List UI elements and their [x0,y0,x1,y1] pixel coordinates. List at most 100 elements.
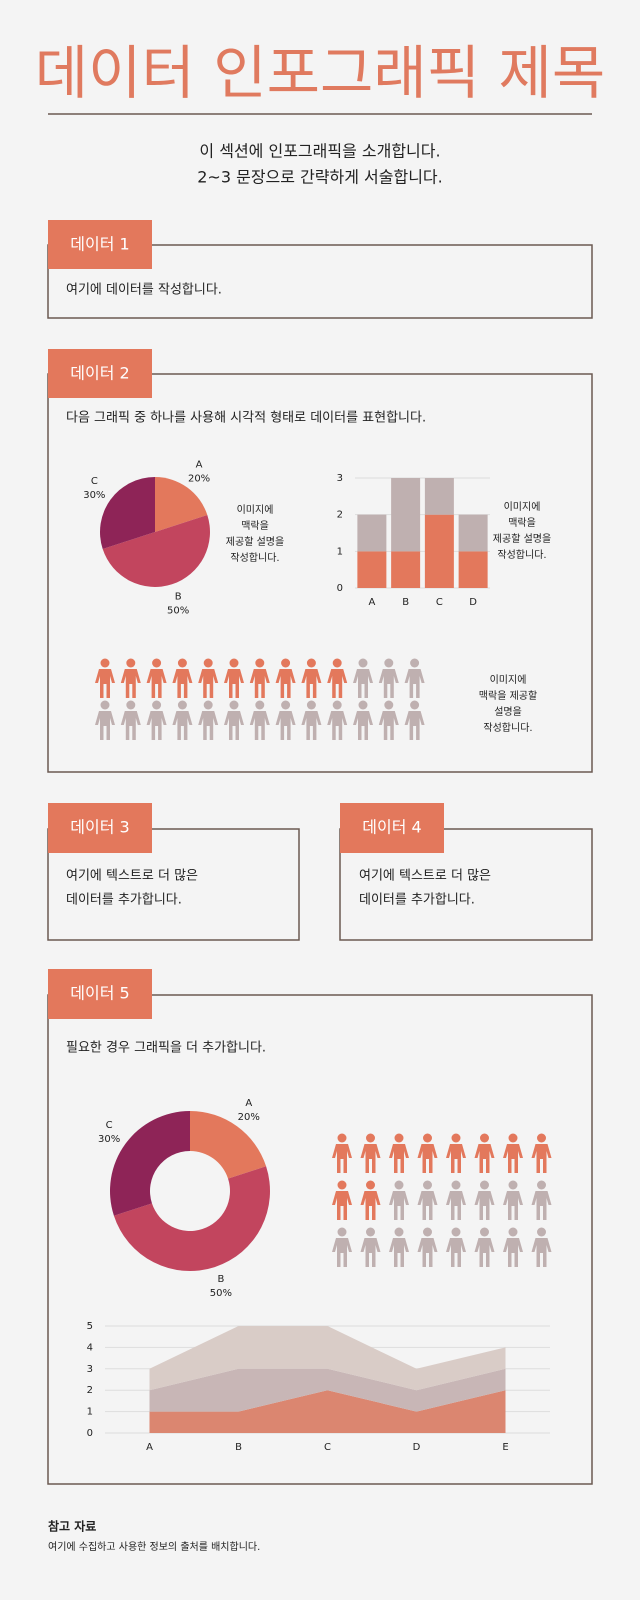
person-body [446,1191,466,1220]
person-body [95,669,115,698]
x-tick-label: B [402,597,409,608]
section-box [47,373,593,773]
person-head [306,700,316,710]
person-head [306,658,316,668]
y-tick-label: 3 [87,1364,93,1375]
person-body [474,1238,495,1267]
person-body [120,669,141,698]
person-head [358,700,368,710]
person-head [394,1227,404,1237]
person-body [353,711,373,740]
person-body [503,1238,523,1267]
person-head [384,658,394,668]
section-label: 데이터 4 [362,818,421,837]
person-head [203,658,213,668]
section-text: 여기에 텍스트로 더 많은 [359,869,491,884]
section-tab [340,803,444,853]
person-head [332,658,342,668]
bar [458,514,488,552]
section-label: 데이터 2 [70,364,129,383]
section-tab [48,220,152,269]
x-tick-label: C [436,597,443,608]
caption: 이미지에 [490,674,527,686]
person-body [353,669,373,698]
person-head [337,1133,347,1143]
caption: 제공할 설명을 [226,536,284,548]
person-body [332,1238,352,1267]
person-body [474,1191,495,1220]
person-head [366,1227,375,1237]
person-body [146,669,167,698]
caption: 제공할 설명을 [493,533,551,545]
bar [391,551,421,588]
slice [102,515,210,587]
slice-value: 20% [238,1112,260,1123]
pictogram-group [95,658,425,740]
person-head [152,700,162,710]
person-head [229,658,239,668]
y-tick-label: 0 [337,583,343,594]
slice [113,1166,271,1271]
person-body [95,711,115,740]
slice-label: B [175,591,182,602]
person-body [301,711,322,740]
person-head [100,658,110,668]
caption: 이미지에 [504,501,541,513]
section-box [339,828,593,941]
person-head [366,1180,375,1190]
slice [100,477,155,549]
area [149,1390,506,1433]
person-head [480,1227,489,1237]
person-head [332,700,342,710]
person-head [537,1227,546,1237]
person-head [177,700,187,710]
pictogram-group [332,1133,552,1220]
section-text: 여기에 데이터를 작성합니다. [66,283,222,298]
caption: 이미지에 [237,504,274,516]
person-body [446,1238,466,1267]
person-head [394,1133,404,1143]
y-tick-label: 3 [337,473,343,484]
x-tick-label: D [413,1442,421,1453]
caption: 맥락을 제공할 [479,690,537,702]
person-head [508,1133,518,1143]
y-tick-label: 1 [337,546,343,557]
person-body [224,711,244,740]
person-body [503,1191,523,1220]
person-body [389,1144,409,1173]
caption: 설명을 [494,706,522,718]
section-text: 다음 그래픽 중 하나를 사용해 시각적 형태로 데이터를 표현합니다. [66,411,426,426]
person-head [394,1180,404,1190]
person-body [378,711,399,740]
intro: 2~3 문장으로 간략하게 서술합니다. [197,168,442,187]
bar [357,551,387,588]
person-body [332,1144,352,1173]
y-tick-label: 1 [87,1407,93,1418]
person-head [410,658,420,668]
slice [190,1111,267,1179]
section-label: 데이터 1 [70,235,129,254]
slice-value: 30% [83,490,105,501]
section-text: 데이터를 추가합니다. [66,893,182,908]
section-box [47,828,300,941]
slice-label: B [217,1274,224,1285]
person-head [229,700,239,710]
caption: 작성합니다. [497,549,546,561]
person-body [172,711,193,740]
section-tab [48,349,152,398]
footer-title: 참고 자료 [48,1519,96,1534]
slice [155,477,208,532]
person-body [275,669,296,698]
person-head [177,658,187,668]
person-body [224,669,244,698]
footer-text: 여기에 수집하고 사용한 정보의 출처를 배치합니다. [48,1540,260,1553]
person-body [378,669,399,698]
person-head [281,658,291,668]
person-body [503,1144,523,1173]
person-body [474,1144,495,1173]
title: 데이터 인포그래픽 제목 [35,39,605,107]
section-tab [48,803,152,853]
person-body [332,1191,352,1220]
person-head [451,1180,461,1190]
slice-label: A [196,459,203,470]
